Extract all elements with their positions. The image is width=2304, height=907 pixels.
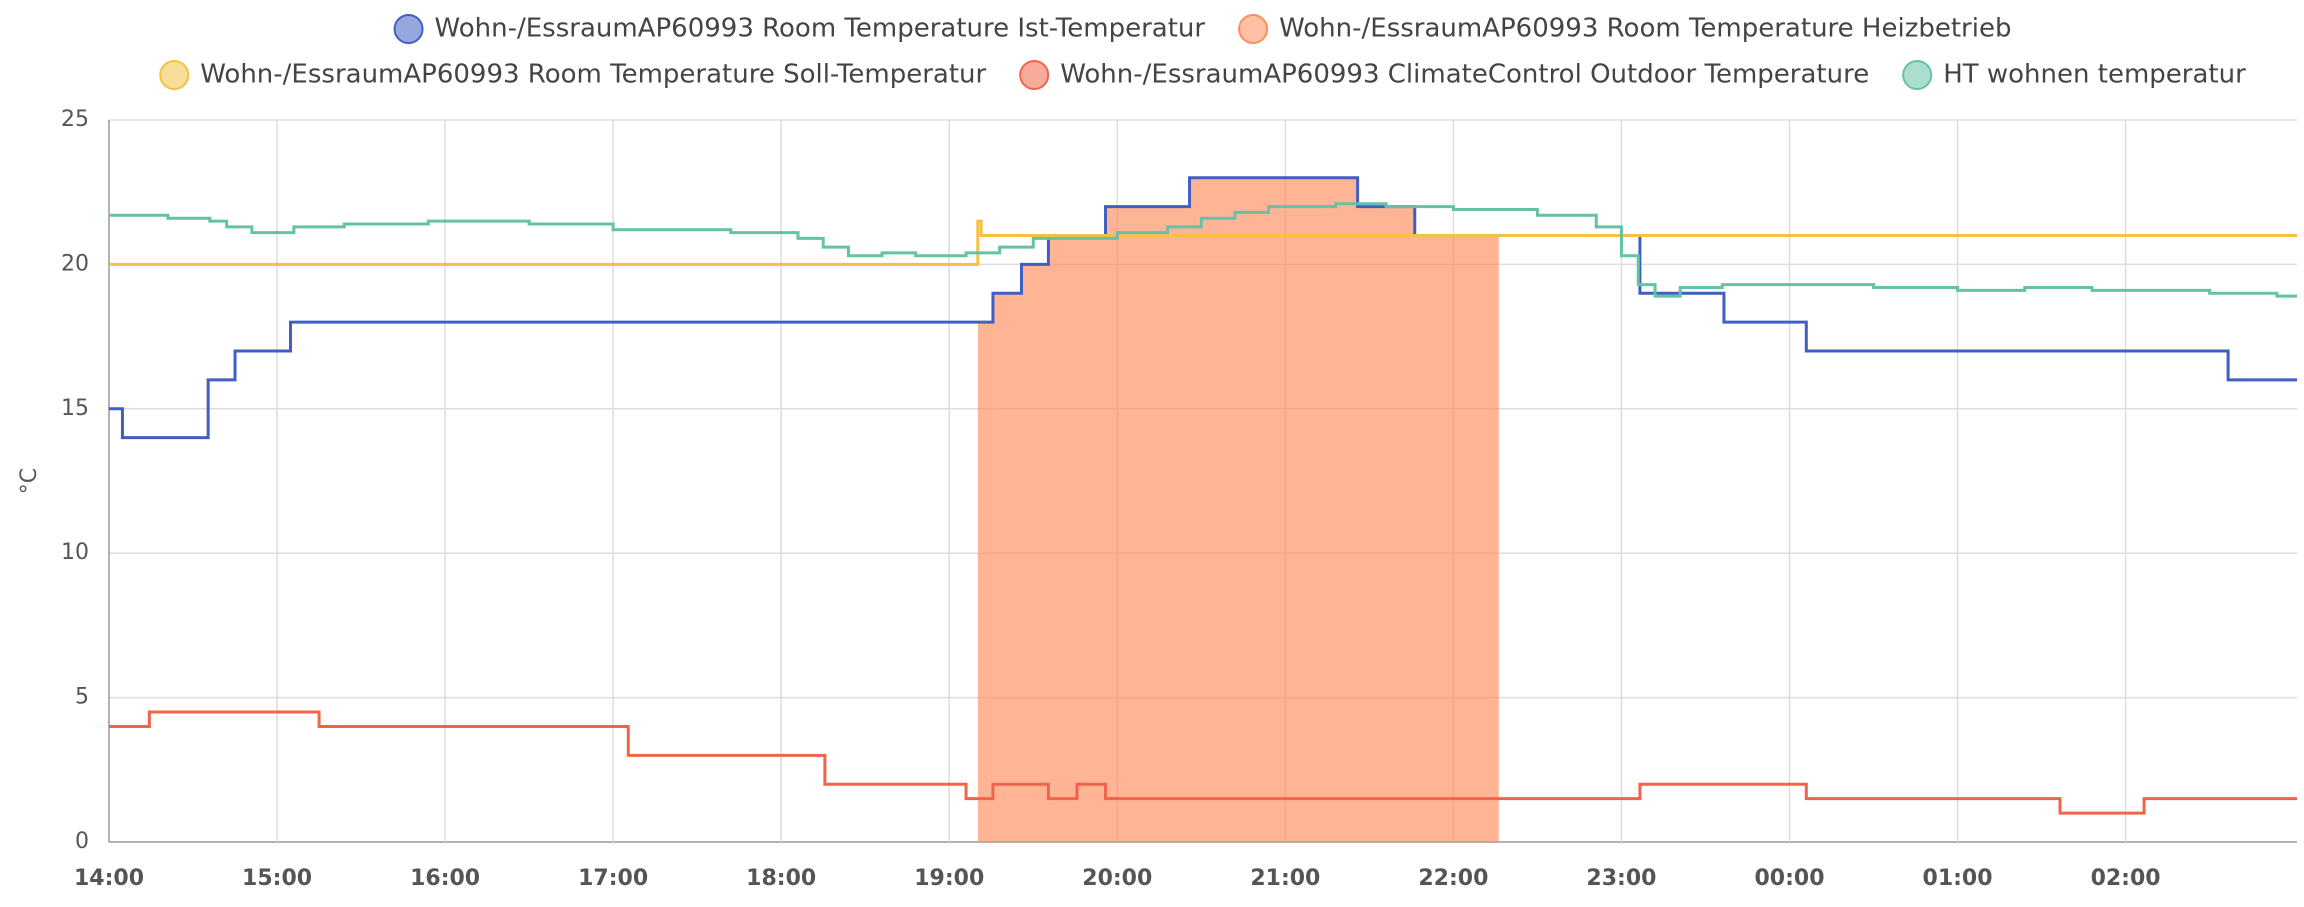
x-tick-label: 01:00 [1923, 866, 1993, 891]
x-tick-label: 02:00 [2091, 866, 2161, 891]
series-line [109, 219, 2297, 266]
legend-marker [393, 14, 424, 44]
x-tick-label: 14:00 [74, 866, 144, 891]
y-tick-label: 5 [75, 685, 89, 710]
legend-marker [1238, 14, 1269, 44]
legend-label: Wohn-/EssraumAP60993 Room Temperature He… [1279, 14, 2011, 44]
x-tick-label: 23:00 [1586, 866, 1656, 891]
x-tick-label: 00:00 [1754, 866, 1824, 891]
x-tick-label: 19:00 [914, 866, 984, 891]
y-tick-label: 0 [75, 829, 89, 854]
x-tick-label: 17:00 [578, 866, 648, 891]
legend-label: Wohn-/EssraumAP60993 Room Temperature So… [200, 60, 986, 90]
x-tick-label: 15:00 [242, 866, 312, 891]
legend-label: HT wohnen temperatur [1943, 60, 2246, 90]
series-line [109, 176, 2297, 440]
series-area [977, 177, 1499, 842]
series-line [109, 202, 2297, 298]
x-tick-label: 18:00 [746, 866, 816, 891]
legend-row: Wohn-/EssraumAP60993 Room Temperature Is… [393, 14, 2011, 44]
x-tick-label: 16:00 [410, 866, 480, 891]
legend-marker [1902, 60, 1933, 90]
legend-label: Wohn-/EssraumAP60993 ClimateControl Outd… [1060, 60, 1869, 90]
legend-marker [159, 60, 190, 90]
legend-row: Wohn-/EssraumAP60993 Room Temperature So… [159, 60, 2246, 90]
legend-marker [1019, 60, 1050, 90]
y-tick-label: 20 [61, 251, 89, 276]
x-tick-label: 21:00 [1250, 866, 1320, 891]
y-tick-label: 10 [61, 540, 89, 565]
y-axis-label: °C [17, 468, 42, 494]
y-tick-label: 15 [61, 396, 89, 421]
x-tick-label: 20:00 [1082, 866, 1152, 891]
series-line [109, 710, 2297, 815]
x-tick-label: 22:00 [1418, 866, 1488, 891]
legend-label: Wohn-/EssraumAP60993 Room Temperature Is… [435, 14, 1206, 44]
y-tick-label: 25 [61, 107, 89, 132]
